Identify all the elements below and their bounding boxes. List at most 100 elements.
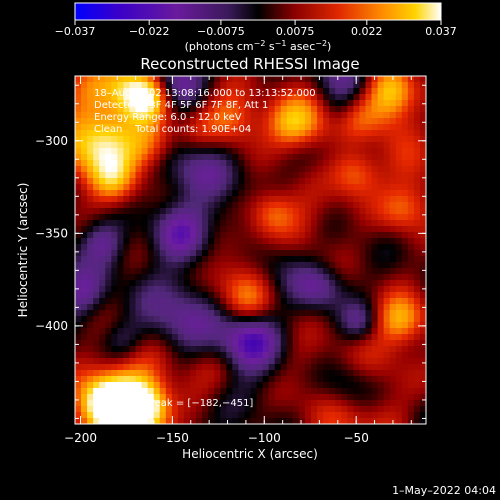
heatmap-cell xyxy=(111,352,118,359)
heatmap-cell xyxy=(389,196,397,203)
heatmap-cell xyxy=(75,346,82,353)
heatmap-cell xyxy=(129,418,137,424)
heatmap-cell xyxy=(159,322,167,329)
heatmap-cell xyxy=(81,340,88,347)
heatmap-cell xyxy=(347,190,354,197)
heatmap-cell xyxy=(292,118,300,125)
heatmap-cell xyxy=(135,352,143,359)
heatmap-cell xyxy=(81,190,88,197)
heatmap-cell xyxy=(226,172,233,179)
heatmap-cell xyxy=(171,418,179,424)
heatmap-cell xyxy=(214,352,221,359)
heatmap-cell xyxy=(298,232,306,239)
heatmap-cell xyxy=(304,316,312,323)
heatmap-cell xyxy=(383,94,391,101)
heatmap-cell xyxy=(256,76,264,83)
heatmap-cell xyxy=(244,340,252,347)
heatmap-cell xyxy=(111,376,118,383)
heatmap-cell xyxy=(117,238,125,245)
heatmap-cell xyxy=(371,166,379,173)
heatmap-cell xyxy=(189,268,197,275)
heatmap-cell xyxy=(244,400,252,407)
heatmap-cell xyxy=(383,214,391,221)
heatmap-cell xyxy=(232,154,239,161)
heatmap-cell xyxy=(347,250,354,257)
heatmap-cell xyxy=(341,232,348,239)
heatmap-cell xyxy=(304,406,312,413)
heatmap-cell xyxy=(353,118,361,125)
heatmap-cell xyxy=(171,88,179,95)
heatmap-cell xyxy=(111,190,118,197)
heatmap-cell xyxy=(401,130,409,137)
heatmap-cell xyxy=(208,286,215,293)
heatmap-cell xyxy=(377,334,385,341)
heatmap-cell xyxy=(159,280,167,287)
heatmap-cell xyxy=(256,118,264,125)
heatmap-cell xyxy=(183,232,191,239)
heatmap-cell xyxy=(123,394,131,401)
heatmap-cell xyxy=(377,268,385,275)
heatmap-cell xyxy=(171,82,179,89)
heatmap-cell xyxy=(268,364,276,371)
heatmap-cell xyxy=(347,160,354,167)
heatmap-cell xyxy=(298,100,306,107)
heatmap-cell xyxy=(304,214,312,221)
heatmap-cell xyxy=(317,106,324,113)
heatmap-cell xyxy=(220,214,227,221)
heatmap-cell xyxy=(123,202,131,209)
heatmap-cell xyxy=(105,382,112,389)
heatmap-cell xyxy=(311,76,318,83)
heatmap-cell xyxy=(220,406,227,413)
heatmap-cell xyxy=(202,274,209,281)
heatmap-cell xyxy=(262,178,270,185)
heatmap-cell xyxy=(165,184,173,191)
heatmap-cell xyxy=(220,136,227,143)
heatmap-cell xyxy=(383,376,391,383)
heatmap-cell xyxy=(292,136,300,143)
heatmap-cell xyxy=(214,322,221,329)
heatmap-cell xyxy=(111,172,118,179)
heatmap-cell xyxy=(383,106,391,113)
heatmap-cell xyxy=(123,238,131,245)
heatmap-cell xyxy=(123,244,131,251)
heatmap-cell xyxy=(317,244,324,251)
heatmap-cell xyxy=(226,100,233,107)
heatmap-cell xyxy=(280,250,288,257)
heatmap-cell xyxy=(274,280,282,287)
colorbar-gradient xyxy=(74,2,442,21)
heatmap-cell xyxy=(389,334,397,341)
heatmap-cell xyxy=(298,322,306,329)
heatmap-cell xyxy=(329,394,336,401)
heatmap-cell xyxy=(220,412,227,419)
heatmap-cell xyxy=(189,136,197,143)
heatmap-cell xyxy=(202,172,209,179)
heatmap-cell xyxy=(99,274,106,281)
heatmap-cell xyxy=(262,286,270,293)
heatmap-cell xyxy=(105,142,112,149)
heatmap-cell xyxy=(111,100,118,107)
heatmap-cell xyxy=(353,130,361,137)
heatmap-cell xyxy=(280,238,288,245)
heatmap-cell xyxy=(274,238,282,245)
heatmap-cell xyxy=(232,244,239,251)
heatmap-cell xyxy=(244,238,252,245)
heatmap-cell xyxy=(250,238,258,245)
heatmap-cell xyxy=(171,382,179,389)
heatmap-cell xyxy=(347,286,354,293)
heatmap-cell xyxy=(123,250,131,257)
heatmap-cell xyxy=(147,376,155,383)
heatmap-cell xyxy=(262,388,270,395)
heatmap-cell xyxy=(311,172,318,179)
heatmap-cell xyxy=(171,310,179,317)
heatmap-cell xyxy=(111,364,118,371)
heatmap-cell xyxy=(129,334,137,341)
heatmap-cell xyxy=(419,328,426,335)
heatmap-cell xyxy=(353,208,361,215)
heatmap-cell xyxy=(238,274,246,281)
heatmap-cell xyxy=(141,406,149,413)
heatmap-cell xyxy=(129,190,137,197)
heatmap-cell xyxy=(395,388,403,395)
heatmap-cell xyxy=(226,256,233,263)
heatmap-cell xyxy=(153,196,161,203)
heatmap-cell xyxy=(99,280,106,287)
